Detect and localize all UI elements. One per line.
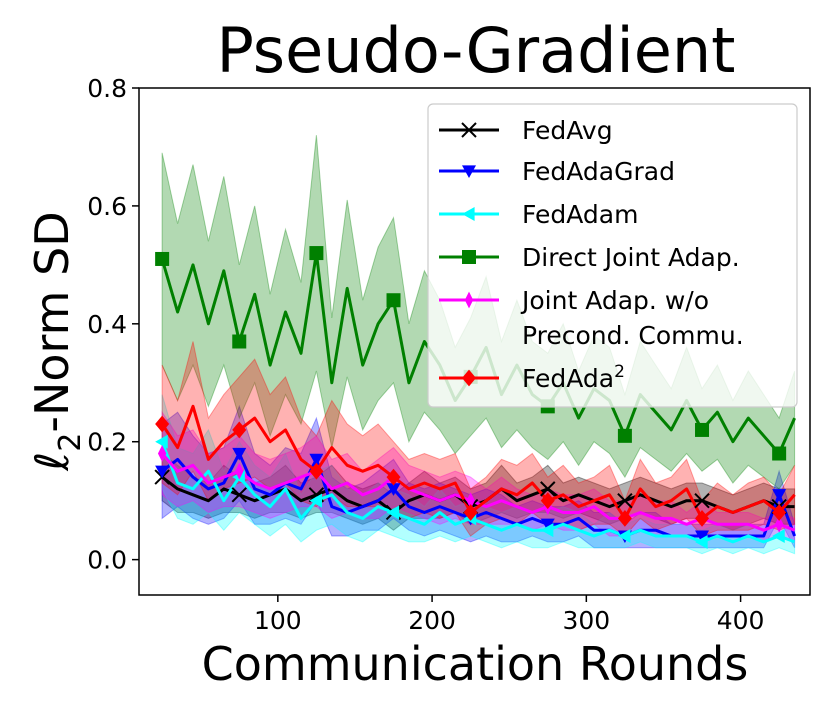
fedavg-marker [231, 487, 247, 503]
legend: FedAvg FedAdaGrad FedAdam Direct Joint Adap… [427, 103, 798, 408]
y-axis-label: ℓ2-Norm SD [25, 211, 88, 471]
legend-fedavg-marker [461, 122, 477, 138]
fedadagrad-marker [386, 483, 401, 496]
fedadam-band [161, 394, 796, 555]
y-axis-label-text: -Norm SD [25, 211, 79, 432]
fedavg-band [161, 452, 796, 531]
fedavg-marker [540, 481, 556, 497]
y-tick-label: 0.8 [87, 74, 127, 103]
fedadam-marker [386, 505, 400, 520]
fedada-line [160, 404, 796, 520]
legend-fedada-marker [462, 369, 476, 387]
x-tick-label: 100 [254, 606, 302, 635]
fedada-marker [386, 468, 401, 486]
y-tick-label: 0.0 [87, 546, 127, 575]
legend-fedavg-label: FedAvg [522, 116, 613, 145]
fedadagrad-band [161, 404, 796, 549]
x-tick-label: 400 [717, 606, 765, 635]
legend-fedadam-marker [462, 207, 475, 221]
direct-joint-adap-marker [386, 293, 401, 308]
chart-title: Pseudo-Gradient [217, 14, 736, 87]
fedada-marker [540, 492, 555, 510]
fedadam-marker [540, 523, 554, 538]
fedada-marker [695, 509, 710, 527]
fedadam-marker [309, 493, 322, 508]
fedada-marker [463, 504, 478, 521]
y-axis: 0.0 0.2 0.4 0.6 0.8 [87, 74, 139, 575]
fedadagrad-marker [232, 447, 247, 461]
plot-frame [138, 87, 811, 596]
fedada-marker [155, 415, 170, 433]
legend-joint-adap-w-o-precond-commu-label: Joint Adap. w/o [520, 286, 709, 315]
x-tick-label: 200 [408, 606, 456, 635]
legend-joint-adap-w-o-precond-commu-marker [464, 291, 474, 309]
direct-joint-adap-marker [232, 334, 247, 349]
legend-fedada-label: FedAda2 [522, 362, 625, 393]
legend-fedadagrad-label: FedAdaGrad [522, 157, 675, 186]
legend-direct-joint-adap-marker [462, 250, 476, 264]
fedavg-marker [694, 492, 710, 509]
fedadam-marker [155, 434, 168, 449]
fedadam-marker [617, 529, 631, 544]
fedadam-marker [772, 529, 785, 544]
fedadagrad-marker [540, 518, 555, 532]
legend-direct-joint-adap-label: Direct Joint Adap. [522, 243, 740, 272]
joint-adap-w-o-precond-commu-marker [157, 445, 167, 462]
x-axis: 100 200 300 400 [254, 595, 764, 635]
fedadagrad-marker [155, 465, 170, 479]
joint-adap-w-o-precond-commu-marker [466, 492, 475, 510]
joint-adap-w-o-precond-commu-marker [235, 462, 244, 480]
legend-box [427, 103, 798, 408]
y-tick-label: 0.6 [87, 192, 127, 221]
direct-joint-adap-marker [772, 446, 787, 461]
fedada-marker [232, 421, 247, 439]
fedavg-marker [617, 492, 633, 509]
fedadagrad-marker [695, 530, 710, 544]
fedadam-line [160, 441, 796, 544]
x-tick-label: 300 [562, 606, 610, 635]
y-axis-label-subscript: 2 [53, 433, 88, 452]
fedadam-marker [695, 534, 708, 549]
joint-adap-w-o-precond-commu-line [160, 452, 796, 532]
y-tick-label: 0.4 [87, 310, 127, 339]
direct-joint-adap-marker [155, 251, 170, 266]
y-tick-label: 0.2 [87, 428, 127, 457]
fedada-marker [772, 504, 787, 521]
fedada-marker [309, 462, 324, 480]
direct-joint-adap-marker [617, 428, 632, 443]
fedadagrad-marker [772, 489, 787, 502]
legend-fedadam-label: FedAdam [522, 200, 638, 229]
joint-adap-w-o-precond-commu-marker [774, 515, 784, 533]
direct-joint-adap-marker [695, 422, 710, 437]
x-axis-label: Communication Rounds [202, 637, 749, 691]
legend-joint-adap-w-o-precond-commu-label: Precond. Commu. [522, 321, 744, 350]
direct-joint-adap-marker [309, 246, 324, 261]
fedadagrad-marker [309, 453, 324, 467]
legend-fedadagrad-marker [462, 165, 476, 178]
fedada-marker [617, 509, 632, 527]
y-axis-label-symbol: ℓ [25, 452, 79, 472]
